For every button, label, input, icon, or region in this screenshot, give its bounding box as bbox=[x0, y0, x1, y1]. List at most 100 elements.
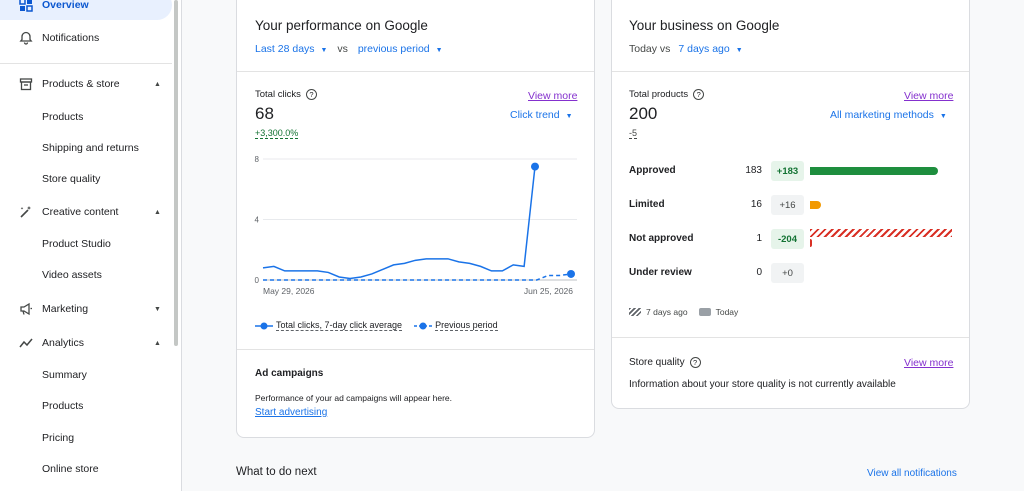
row-delta: +0 bbox=[771, 263, 804, 283]
status-row-under-review: Under review 0 +0 bbox=[612, 263, 969, 283]
marketing-methods-select[interactable]: All marketing methods ▼ bbox=[830, 109, 947, 121]
sidebar-item-label: Creative content bbox=[42, 206, 119, 218]
sidebar-item-label: Overview bbox=[42, 0, 89, 11]
status-row-not-approved: Not approved 1 -204 bbox=[612, 229, 969, 249]
compare-select[interactable]: previous period ▼ bbox=[357, 43, 443, 55]
series-end-point-current bbox=[531, 162, 539, 171]
chevron-up-icon: ▲ bbox=[154, 208, 161, 216]
chevron-down-icon: ▼ bbox=[939, 113, 947, 120]
sidebar-divider bbox=[0, 63, 172, 64]
chart-legend: Total clicks, 7-day click average Previo… bbox=[255, 320, 498, 331]
store-quality-view-more[interactable]: View more bbox=[904, 357, 954, 369]
chevron-up-icon: ▲ bbox=[154, 339, 161, 347]
business-card: Your business on Google Today vs 7 days … bbox=[611, 0, 970, 409]
date-range-row: Last 28 days ▼ vs previous period ▼ bbox=[255, 43, 443, 55]
row-label: Under review bbox=[629, 267, 692, 278]
sidebar-item-summary[interactable]: Summary bbox=[0, 360, 172, 390]
y-tick-label: 0 bbox=[255, 276, 260, 285]
sidebar-item-notifications[interactable]: Notifications bbox=[0, 23, 172, 53]
view-all-notifications-link[interactable]: View all notifications bbox=[867, 468, 957, 479]
total-clicks-value: 68 bbox=[255, 104, 274, 123]
bell-icon bbox=[18, 30, 34, 46]
store-quality-text: Information about your store quality is … bbox=[629, 379, 896, 390]
sidebar-item-label: Marketing bbox=[42, 303, 89, 315]
store-quality-header: Store quality ? bbox=[629, 357, 701, 368]
sidebar-item-analytics-products[interactable]: Products bbox=[0, 391, 172, 421]
sidebar-item-label: Online store bbox=[42, 463, 99, 475]
sidebar-item-analytics[interactable]: Analytics ▲ bbox=[0, 328, 172, 358]
status-bar bbox=[810, 167, 939, 175]
sidebar-item-label: Pricing bbox=[42, 432, 75, 444]
date-compare-row: Today vs 7 days ago ▼ bbox=[629, 43, 743, 55]
row-label: Limited bbox=[629, 199, 665, 210]
sidebar-item-label: Shipping and returns bbox=[42, 142, 139, 154]
metric-label-row: Total clicks ? bbox=[255, 89, 317, 100]
view-more-link[interactable]: View more bbox=[528, 90, 578, 102]
sidebar-item-pricing[interactable]: Pricing bbox=[0, 423, 172, 453]
sidebar-nav: Overview Notifications Products & store … bbox=[0, 0, 182, 491]
sidebar-item-label: Notifications bbox=[42, 32, 100, 44]
status-row-limited: Limited 16 +16 bbox=[612, 195, 969, 215]
sidebar-item-label: Products bbox=[42, 400, 84, 412]
sidebar-item-store-quality[interactable]: Store quality bbox=[0, 164, 172, 194]
status-legend: 7 days ago Today bbox=[629, 307, 738, 317]
sidebar-item-shipping[interactable]: Shipping and returns bbox=[0, 133, 172, 163]
sidebar-item-online-store[interactable]: Online store bbox=[0, 454, 172, 484]
x-tick-label: Jun 25, 2026 bbox=[524, 286, 573, 296]
sidebar-item-marketing[interactable]: Marketing ▼ bbox=[0, 294, 172, 324]
sidebar-item-label: Products bbox=[42, 111, 84, 123]
legend-solid-line-icon bbox=[255, 322, 273, 329]
total-clicks-label: Total clicks bbox=[255, 89, 301, 100]
sidebar-item-overview[interactable]: Overview bbox=[0, 0, 172, 20]
view-more-link[interactable]: View more bbox=[904, 90, 954, 102]
sidebar-item-products-store[interactable]: Products & store ▲ bbox=[0, 69, 172, 99]
total-products-change: -5 bbox=[629, 128, 638, 139]
range-select[interactable]: Last 28 days ▼ bbox=[255, 43, 328, 55]
performance-card: Your performance on Google Last 28 days ▼… bbox=[236, 0, 595, 438]
total-products-label: Total products bbox=[629, 89, 689, 100]
magic-wand-icon bbox=[18, 204, 34, 220]
sidebar-item-product-studio[interactable]: Product Studio bbox=[0, 229, 172, 259]
today-label: Today vs bbox=[629, 43, 671, 55]
past-bar-hatched bbox=[810, 229, 952, 237]
performance-title: Your performance on Google bbox=[255, 18, 428, 33]
sidebar-item-products[interactable]: Products bbox=[0, 102, 172, 132]
hatched-swatch-icon bbox=[629, 308, 641, 316]
compare-select[interactable]: 7 days ago ▼ bbox=[678, 43, 743, 55]
chevron-up-icon: ▲ bbox=[154, 80, 161, 88]
sidebar-item-label: Store quality bbox=[42, 173, 101, 185]
metric-label-row: Total products ? bbox=[629, 89, 705, 100]
store-quality-title: Store quality bbox=[629, 357, 685, 368]
what-to-do-next-title: What to do next bbox=[236, 466, 317, 478]
sidebar-item-label: Analytics bbox=[42, 337, 85, 349]
divider bbox=[237, 71, 594, 72]
chevron-down-icon: ▼ bbox=[435, 47, 443, 54]
series-end-point-previous bbox=[567, 269, 575, 278]
solid-swatch-icon bbox=[698, 308, 711, 316]
chevron-down-icon: ▼ bbox=[154, 305, 161, 313]
trending-icon bbox=[18, 335, 34, 351]
help-icon[interactable]: ? bbox=[689, 357, 701, 368]
help-icon[interactable]: ? bbox=[693, 89, 705, 100]
store-icon bbox=[18, 76, 34, 92]
x-tick-label: May 29, 2026 bbox=[263, 286, 315, 296]
legend-previous[interactable]: Previous period bbox=[435, 320, 498, 331]
sidebar-item-creative-content[interactable]: Creative content ▲ bbox=[0, 197, 172, 227]
help-icon[interactable]: ? bbox=[305, 89, 317, 100]
divider bbox=[612, 337, 969, 338]
sidebar-scrollbar[interactable] bbox=[174, 0, 178, 346]
sidebar-item-video-assets[interactable]: Video assets bbox=[0, 260, 172, 290]
ad-campaigns-text: Performance of your ad campaigns will ap… bbox=[255, 393, 453, 403]
sidebar-item-label: Summary bbox=[42, 369, 87, 381]
legend-current[interactable]: Total clicks, 7-day click average bbox=[276, 320, 403, 331]
start-advertising-link[interactable]: Start advertising bbox=[255, 407, 328, 418]
ad-campaigns-title: Ad campaigns bbox=[255, 368, 324, 379]
legend-dashed-line-icon bbox=[414, 322, 433, 329]
row-count: 1 bbox=[756, 233, 762, 244]
chevron-down-icon: ▼ bbox=[565, 113, 573, 120]
legend-past: 7 days ago bbox=[646, 307, 688, 317]
divider bbox=[612, 71, 969, 72]
trend-select[interactable]: Click trend ▼ bbox=[510, 109, 573, 121]
row-count: 183 bbox=[745, 165, 762, 176]
